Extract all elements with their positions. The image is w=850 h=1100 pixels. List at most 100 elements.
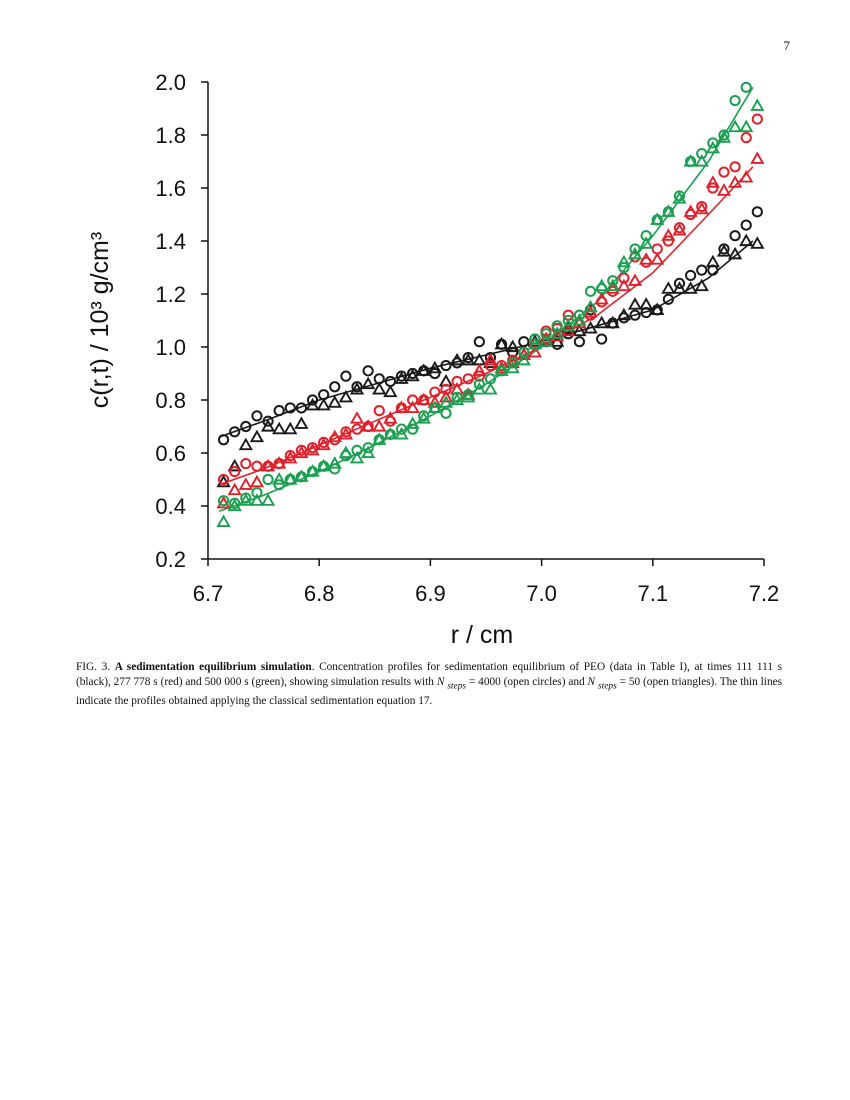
data-point-circle <box>295 402 308 414</box>
data-point-triangle <box>349 450 365 464</box>
data-point-circle <box>618 261 630 274</box>
data-point-triangle <box>538 334 554 347</box>
data-point-triangle <box>283 472 298 485</box>
data-point-circle <box>629 309 641 321</box>
data-point-triangle <box>238 493 253 506</box>
data-point-circle <box>440 359 452 372</box>
data-point-triangle <box>705 175 720 188</box>
data-point-triangle <box>438 389 454 403</box>
x-tick-label: 7.2 <box>749 581 780 606</box>
data-point-triangle <box>494 336 509 350</box>
data-point-triangle <box>672 191 687 204</box>
data-point-circle <box>507 357 519 369</box>
data-point-triangle <box>283 450 298 464</box>
data-point-circle <box>273 405 285 417</box>
tick-labels: 6.7 6.8 6.9 7.0 7.1 7.2 0.2 0.4 0.6 0.8 1.0 1.2 1.4 1… <box>155 70 779 606</box>
caption-n-symbol-2: N <box>587 676 596 688</box>
data-point-circle <box>529 333 541 345</box>
data-point-circle <box>362 442 374 454</box>
caption-text-1: . Concentration profiles for sedimentati… <box>76 661 783 688</box>
data-point-triangle <box>427 360 442 374</box>
data-point-circle <box>484 359 497 372</box>
caption-text-3: = 50 (open triangles). The thin lines in… <box>76 676 782 708</box>
data-point-triangle <box>416 411 431 424</box>
data-point-triangle <box>472 381 487 395</box>
data-point-triangle <box>283 421 298 435</box>
data-point-triangle <box>638 297 654 310</box>
y-tick-label: 1.8 <box>155 123 186 148</box>
data-markers <box>216 81 765 527</box>
data-point-triangle <box>272 472 287 485</box>
y-tick-label: 1.2 <box>155 282 186 307</box>
data-point-triangle <box>327 429 342 443</box>
data-point-triangle <box>638 236 654 249</box>
data-point-triangle <box>605 278 620 292</box>
data-point-triangle <box>338 445 354 459</box>
data-point-triangle <box>427 395 442 408</box>
data-point-triangle <box>561 321 576 334</box>
data-point-circle <box>740 132 752 144</box>
data-point-triangle <box>372 432 387 445</box>
data-point-triangle <box>750 236 765 249</box>
data-point-circle <box>740 81 752 93</box>
data-point-triangle <box>316 397 331 411</box>
data-point-triangle <box>616 278 632 292</box>
data-point-circle <box>596 333 608 345</box>
data-point-circle <box>407 423 419 435</box>
data-point-circle <box>696 147 708 160</box>
data-point-circle <box>217 473 230 486</box>
data-point-triangle <box>405 400 420 414</box>
data-point-triangle <box>572 323 587 337</box>
data-point-triangle <box>716 130 732 143</box>
caption-title: A sedimentation equilibrium simulation <box>114 661 312 673</box>
data-point-triangle <box>705 254 720 268</box>
data-point-circle <box>584 285 597 297</box>
data-point-triangle <box>694 154 709 167</box>
data-point-triangle <box>260 458 276 472</box>
data-point-triangle <box>483 381 498 395</box>
data-point-triangle <box>561 318 576 331</box>
data-point-circle <box>440 407 452 419</box>
data-point-triangle <box>594 315 609 329</box>
y-tick-label: 1.6 <box>155 176 186 201</box>
data-point-triangle <box>349 381 365 395</box>
data-point-triangle <box>405 368 420 382</box>
x-tick-label: 7.1 <box>638 581 669 606</box>
data-point-triangle <box>516 352 531 366</box>
data-point-triangle <box>616 307 632 321</box>
data-point-triangle <box>472 363 487 376</box>
y-tick-label: 2.0 <box>155 70 186 95</box>
data-point-triangle <box>249 493 265 506</box>
data-point-circle <box>473 336 485 348</box>
data-point-triangle <box>727 175 743 188</box>
data-point-triangle <box>505 339 520 353</box>
fit-line <box>218 166 754 486</box>
data-point-triangle <box>394 427 409 440</box>
data-point-circle <box>518 346 530 358</box>
data-point-triangle <box>727 119 743 133</box>
data-point-circle <box>729 94 741 107</box>
data-point-triangle <box>372 419 387 432</box>
data-point-triangle <box>505 360 520 374</box>
data-point-circle <box>262 415 274 427</box>
data-point-circle <box>473 370 485 382</box>
data-point-triangle <box>260 493 276 506</box>
data-point-circle <box>284 402 296 414</box>
data-point-triangle <box>238 477 253 490</box>
data-point-circle <box>573 309 586 321</box>
data-point-circle <box>662 235 674 247</box>
data-point-triangle <box>316 458 331 472</box>
data-point-triangle <box>527 336 543 350</box>
data-point-triangle <box>661 228 676 241</box>
data-point-triangle <box>294 416 309 429</box>
figure-caption: FIG. 3. A sedimentation equilibrium simu… <box>76 660 782 709</box>
data-point-triangle <box>605 281 620 294</box>
data-point-circle <box>462 373 474 385</box>
data-point-triangle <box>683 154 698 167</box>
data-point-triangle <box>338 427 354 440</box>
data-point-circle <box>551 320 563 332</box>
data-point-circle <box>473 378 485 390</box>
data-point-triangle <box>449 392 465 406</box>
sedimentation-chart: 6.7 6.8 6.9 7.0 7.1 7.2 0.2 0.4 0.6 0.8 1.0 1.2 1.4 1… <box>86 70 779 649</box>
data-point-triangle <box>305 397 320 411</box>
